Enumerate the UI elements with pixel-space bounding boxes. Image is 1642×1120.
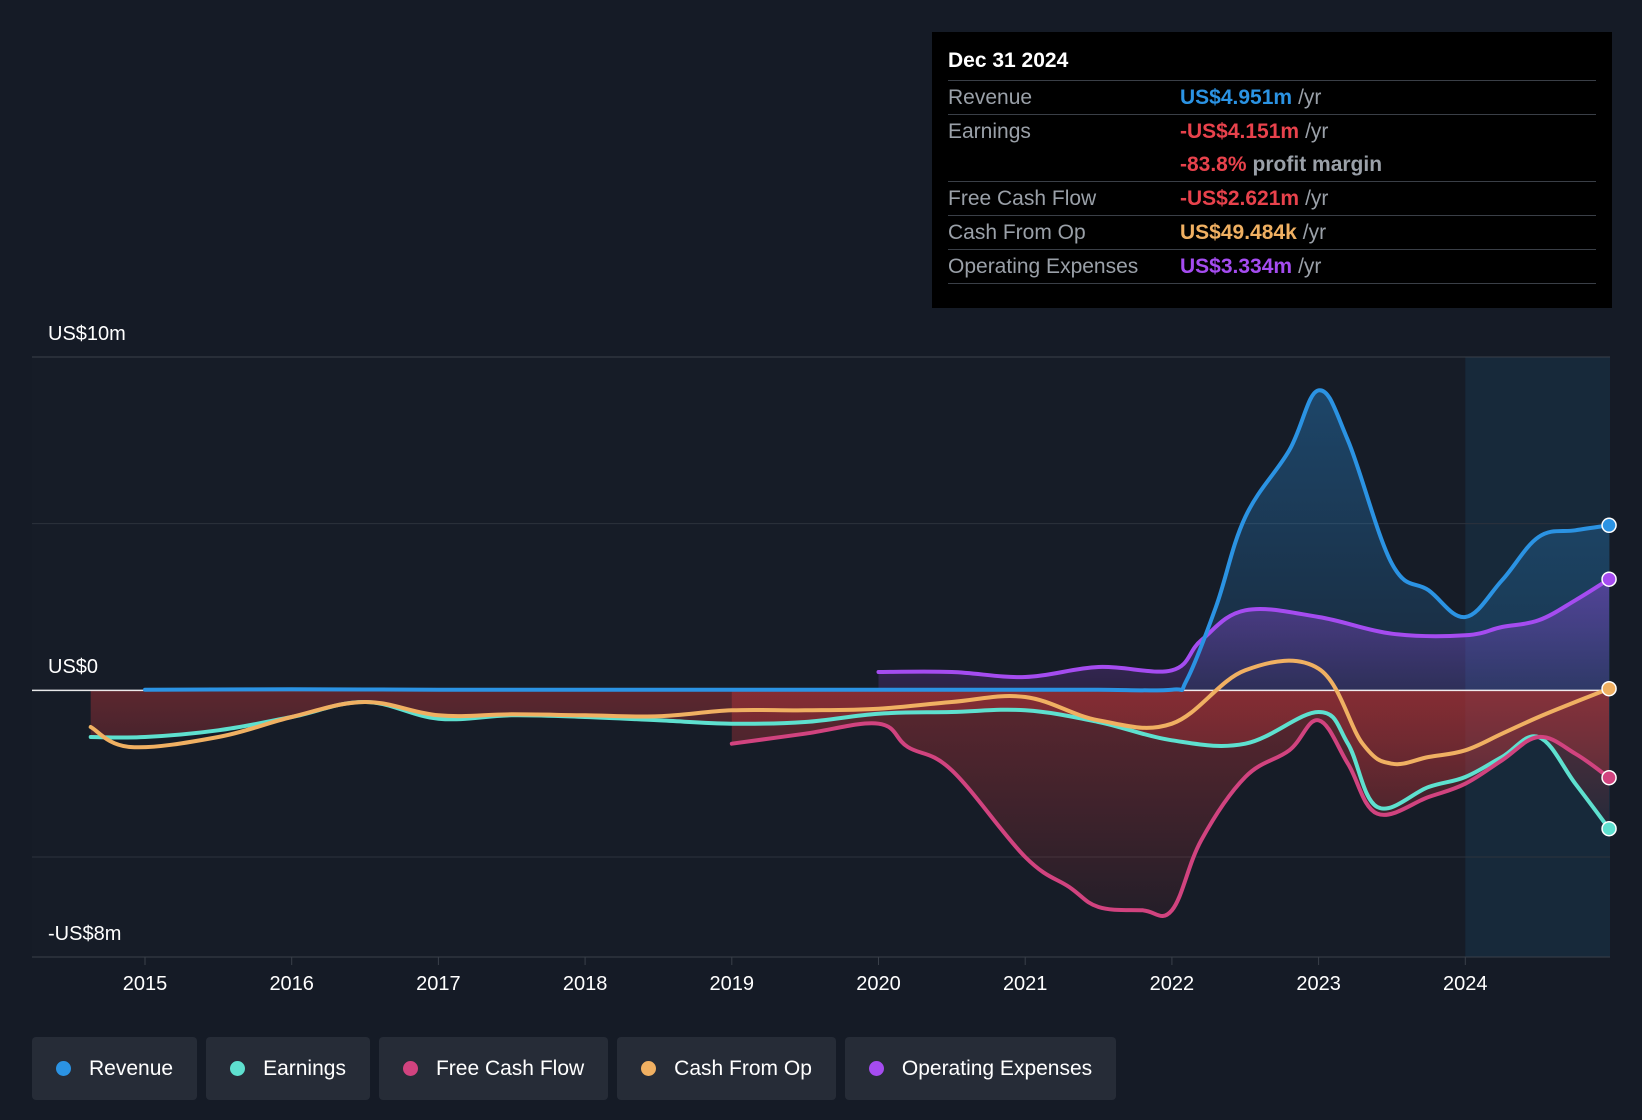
legend-label: Revenue <box>89 1056 174 1080</box>
legend-item-earnings[interactable]: Earnings <box>206 1037 370 1100</box>
endpoint-fcf <box>1601 769 1617 786</box>
tooltip-suffix: /yr <box>1298 255 1322 278</box>
tooltip-suffix: /yr <box>1305 120 1329 143</box>
legend: Revenue Earnings Free Cash Flow Cash Fro… <box>32 1037 1117 1100</box>
y-label-bottom: -US$8m <box>48 923 121 945</box>
tooltip-value: US$4.951m <box>1180 86 1293 109</box>
x-tick-label: 2016 <box>269 973 314 995</box>
tooltip-panel: Dec 31 2024 Revenue US$4.951m /yr Earnin… <box>932 32 1612 308</box>
series-areas <box>90 390 1610 917</box>
y-label-zero: US$0 <box>48 656 98 678</box>
x-tick-label: 2015 <box>123 973 168 995</box>
tooltip-suffix: /yr <box>1298 86 1322 109</box>
y-label-top: US$10m <box>48 323 126 345</box>
tooltip-label: Free Cash Flow <box>948 187 1097 210</box>
tooltip-label: Revenue <box>948 86 1033 109</box>
tooltip-row-revenue: Revenue US$4.951m /yr <box>948 81 1596 115</box>
endpoint-opex <box>1601 571 1617 587</box>
x-tick-label: 2023 <box>1296 973 1341 995</box>
tooltip-row-margin: -83.8% profit margin <box>948 148 1596 182</box>
line-fcf <box>729 718 1612 918</box>
x-tick-label: 2021 <box>1003 973 1048 995</box>
legend-item-free-cash-flow[interactable]: Free Cash Flow <box>378 1037 609 1100</box>
series-lines <box>32 388 1612 918</box>
legend-dot-icon <box>230 1061 246 1076</box>
area-opex <box>878 579 1610 691</box>
series-endpoints <box>1601 517 1617 837</box>
tooltip-value: -US$4.151m <box>1180 120 1300 143</box>
legend-dot-icon <box>56 1061 71 1076</box>
x-tick-label: 2020 <box>856 973 901 995</box>
tooltip-value: US$3.334m <box>1180 255 1293 278</box>
legend-item-operating-expenses[interactable]: Operating Expenses <box>844 1037 1117 1100</box>
endpoint-cfo <box>1601 680 1617 697</box>
x-tick-label: 2018 <box>563 973 608 995</box>
x-tick-label: 2022 <box>1150 973 1195 995</box>
tooltip-suffix: profit margin <box>1252 153 1383 176</box>
tooltip-date: Dec 31 2024 <box>948 46 1596 81</box>
x-tick-label: 2024 <box>1443 973 1488 995</box>
tooltip-value: -US$2.621m <box>1180 187 1300 210</box>
x-tick-label: 2017 <box>416 973 461 995</box>
legend-label: Earnings <box>263 1056 346 1080</box>
legend-item-revenue[interactable]: Revenue <box>32 1037 198 1100</box>
tooltip-label <box>948 148 1180 181</box>
legend-dot-icon <box>641 1061 657 1076</box>
legend-item-cash-from-op[interactable]: Cash From Op <box>617 1037 836 1100</box>
legend-label: Cash From Op <box>674 1056 812 1080</box>
legend-dot-icon <box>402 1061 418 1076</box>
tooltip-suffix: /yr <box>1305 187 1329 210</box>
tooltip-row-fcf: Free Cash Flow -US$2.621m /yr <box>948 182 1596 216</box>
endpoint-revenue <box>1601 517 1617 534</box>
tooltip-row-opex: Operating Expenses US$3.334m /yr <box>948 250 1596 284</box>
tooltip-value: -83.8% <box>1180 153 1247 176</box>
legend-label: Free Cash Flow <box>435 1056 585 1080</box>
tooltip-label: Earnings <box>948 120 1031 143</box>
line-cfo <box>88 658 1612 767</box>
tooltip-value: US$49.484k <box>1180 221 1297 244</box>
tooltip-label: Cash From Op <box>948 221 1086 244</box>
tooltip-label: Operating Expenses <box>948 255 1139 278</box>
area-fcf <box>731 690 1610 917</box>
line-revenue <box>143 388 1612 693</box>
x-tick-label: 2019 <box>710 973 755 995</box>
legend-dot-icon <box>868 1061 884 1076</box>
x-axis-ticks: 2015 2016 2017 2018 2019 2020 2021 2022 2023 2024 <box>123 957 1488 995</box>
tooltip-row-earnings: Earnings -US$4.151m /yr <box>948 115 1596 148</box>
tooltip-suffix: /yr <box>1302 221 1327 244</box>
legend-label: Operating Expenses <box>901 1056 1093 1080</box>
tooltip-row-cfo: Cash From Op US$49.484k /yr <box>948 216 1596 250</box>
endpoint-earnings <box>1601 820 1617 837</box>
line-opex <box>876 577 1612 680</box>
